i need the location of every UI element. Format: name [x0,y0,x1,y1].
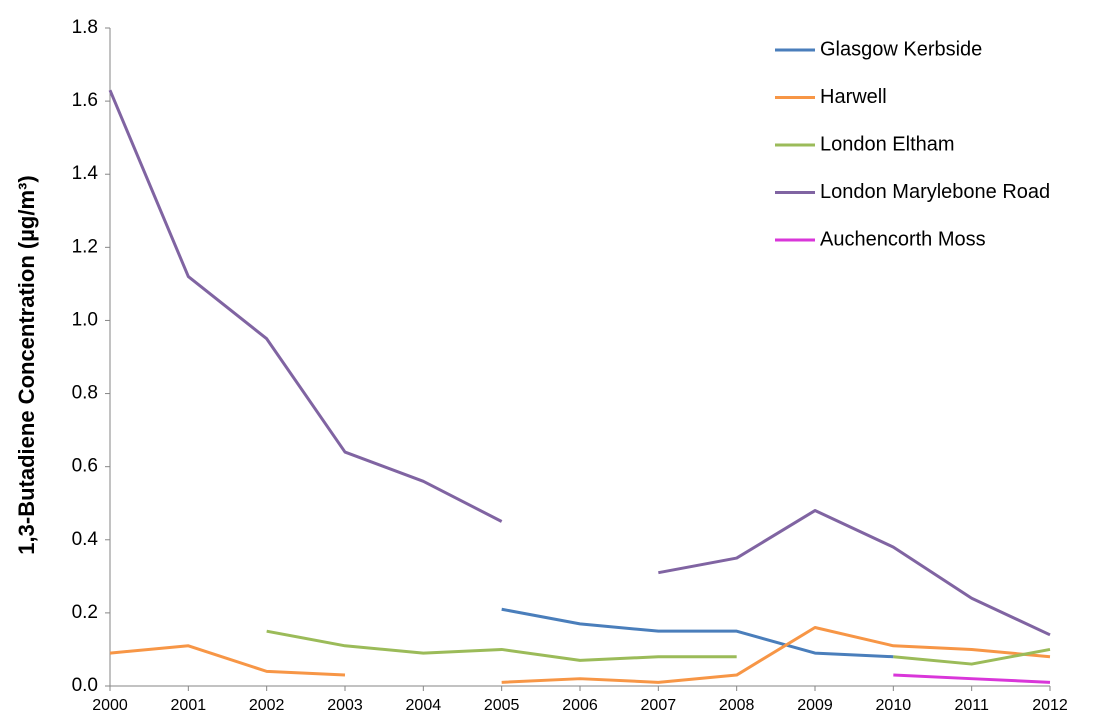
y-tick-label: 0.6 [72,456,98,477]
y-tick-label: 1.8 [72,17,98,38]
y-tick-label: 1.4 [72,163,99,184]
legend-label: London Marylebone Road [820,181,1050,203]
x-tick-label: 2003 [327,697,363,714]
x-tick-label: 2004 [406,697,442,714]
y-tick-label: 0.4 [72,529,99,550]
series-line [658,509,1051,637]
series-line [108,89,503,523]
series-line [266,629,737,662]
x-tick-label: 2012 [1032,697,1068,714]
x-tick-label: 2008 [719,697,755,714]
x-tick-label: 2011 [954,697,989,714]
x-tick-label: 2001 [171,697,207,714]
x-tick-label: 2010 [876,697,912,714]
x-tick-label: 2009 [797,697,833,714]
series-line [501,626,1051,684]
y-tick-label: 0.0 [72,675,98,696]
y-axis-label: 1,3-Butadiene Concentration (µg/m³) [14,175,39,554]
x-tick-label: 2005 [484,697,520,714]
x-tick-label: 2006 [562,697,598,714]
legend-label: London Eltham [820,133,955,155]
y-tick-label: 0.8 [72,383,98,404]
x-tick-label: 2002 [249,697,285,714]
y-tick-label: 0.2 [72,602,98,623]
y-tick-label: 1.2 [72,236,98,257]
y-tick-label: 1.0 [72,309,98,330]
legend-label: Auchencorth Moss [820,228,986,250]
series-line [893,647,1051,666]
series-line [109,644,346,677]
legend-label: Harwell [820,86,887,108]
series-line [501,607,894,659]
x-tick-label: 2007 [641,697,677,714]
y-tick-label: 1.6 [72,90,98,111]
legend-label: Glasgow Kerbside [820,38,982,60]
series-line [893,673,1051,684]
x-tick-label: 2000 [92,697,128,714]
